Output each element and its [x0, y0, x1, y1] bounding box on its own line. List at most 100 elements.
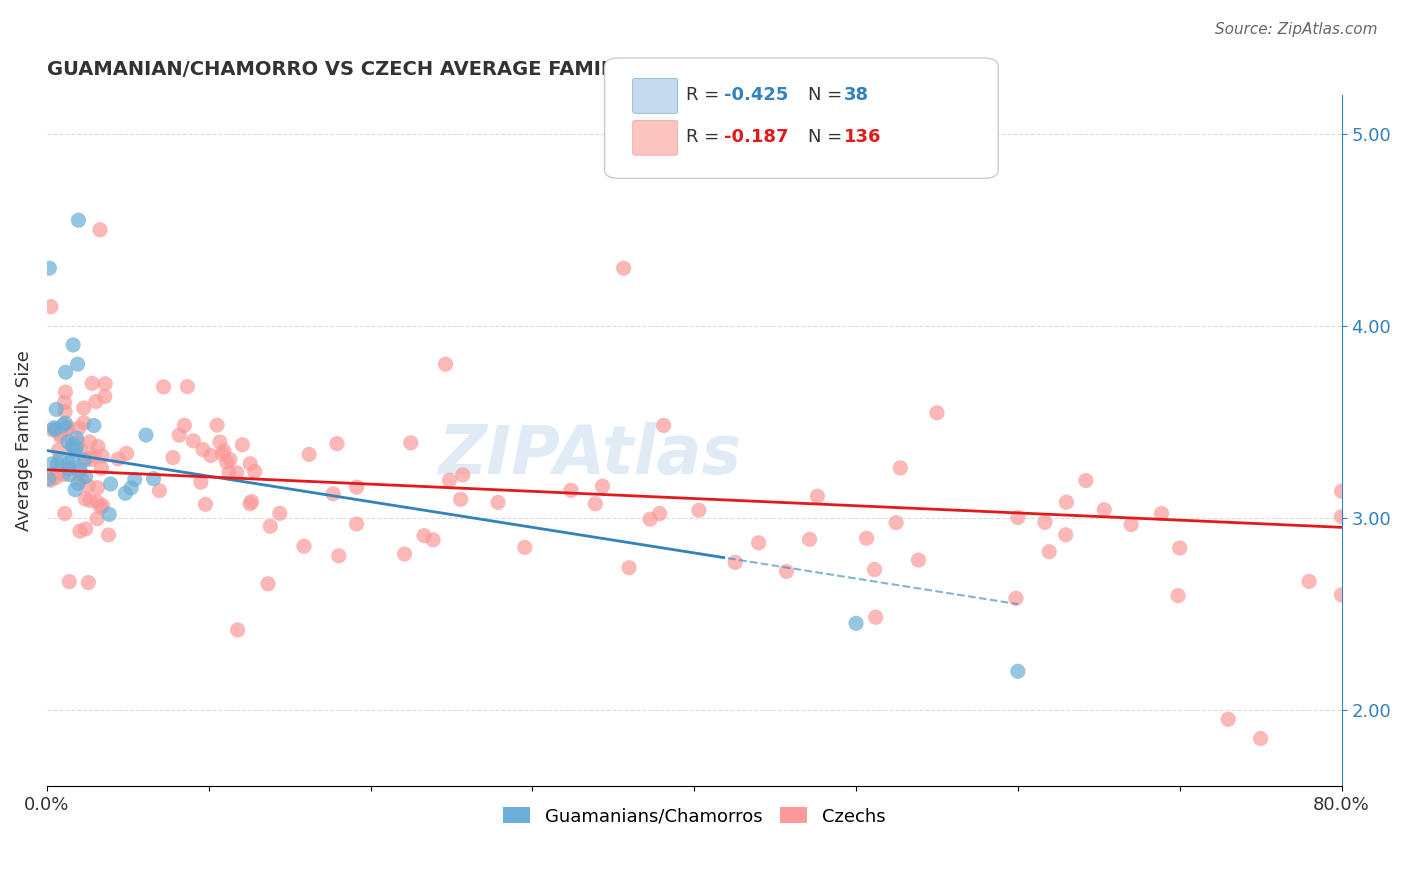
- Czechs: [346, 516, 368, 531]
- Guamanians/Chamorros: [69, 463, 91, 477]
- Czechs: [77, 575, 100, 590]
- Czechs: [48, 464, 70, 478]
- Czechs: [69, 442, 91, 457]
- Czechs: [148, 483, 170, 498]
- Guamanians/Chamorros: [66, 357, 89, 371]
- Czechs: [513, 541, 536, 555]
- Guamanians/Chamorros: [62, 338, 84, 352]
- Czechs: [58, 574, 80, 589]
- Czechs: [75, 451, 97, 466]
- Czechs: [86, 481, 108, 495]
- Czechs: [328, 549, 350, 563]
- Czechs: [73, 416, 96, 430]
- Czechs: [1150, 507, 1173, 521]
- Czechs: [889, 461, 911, 475]
- Guamanians/Chamorros: [53, 416, 76, 430]
- Y-axis label: Average Family Size: Average Family Size: [15, 351, 32, 532]
- Czechs: [86, 512, 108, 526]
- Czechs: [55, 385, 77, 400]
- Czechs: [208, 434, 231, 449]
- Czechs: [55, 421, 77, 435]
- Guamanians/Chamorros: [114, 486, 136, 500]
- Czechs: [451, 467, 474, 482]
- Guamanians/Chamorros: [100, 477, 122, 491]
- Guamanians/Chamorros: [42, 421, 65, 435]
- Czechs: [77, 479, 100, 493]
- Czechs: [1250, 731, 1272, 746]
- Guamanians/Chamorros: [142, 472, 165, 486]
- Czechs: [884, 516, 907, 530]
- Czechs: [775, 565, 797, 579]
- Guamanians/Chamorros: [120, 481, 142, 495]
- Czechs: [69, 466, 91, 480]
- Czechs: [48, 443, 70, 458]
- Text: GUAMANIAN/CHAMORRO VS CZECH AVERAGE FAMILY SIZE CORRELATION CHART: GUAMANIAN/CHAMORRO VS CZECH AVERAGE FAMI…: [46, 60, 920, 78]
- Guamanians/Chamorros: [67, 476, 90, 491]
- Czechs: [865, 610, 887, 624]
- Czechs: [231, 438, 253, 452]
- Guamanians/Chamorros: [52, 418, 75, 433]
- Czechs: [212, 444, 235, 458]
- Czechs: [183, 434, 205, 448]
- Text: N =: N =: [808, 87, 848, 104]
- Czechs: [80, 452, 103, 467]
- Czechs: [84, 394, 107, 409]
- Czechs: [1005, 591, 1028, 606]
- Czechs: [66, 435, 89, 450]
- Czechs: [107, 451, 129, 466]
- Czechs: [83, 449, 105, 463]
- Guamanians/Chamorros: [46, 458, 69, 472]
- Czechs: [413, 529, 436, 543]
- Czechs: [1298, 574, 1320, 589]
- Czechs: [52, 467, 75, 482]
- Czechs: [346, 480, 368, 494]
- Guamanians/Chamorros: [41, 457, 63, 471]
- Czechs: [86, 495, 108, 509]
- Czechs: [70, 471, 93, 485]
- Legend: Guamanians/Chamorros, Czechs: Guamanians/Chamorros, Czechs: [496, 800, 893, 833]
- Czechs: [191, 442, 214, 457]
- Czechs: [91, 499, 114, 513]
- Czechs: [53, 404, 76, 418]
- Czechs: [1167, 589, 1189, 603]
- Czechs: [1121, 517, 1143, 532]
- Czechs: [592, 479, 614, 493]
- Czechs: [1007, 510, 1029, 524]
- Czechs: [652, 418, 675, 433]
- Czechs: [194, 497, 217, 511]
- Czechs: [257, 576, 280, 591]
- Czechs: [53, 507, 76, 521]
- Czechs: [225, 466, 247, 480]
- Czechs: [91, 449, 114, 463]
- Czechs: [211, 447, 233, 461]
- Czechs: [863, 562, 886, 576]
- Czechs: [1330, 588, 1353, 602]
- Guamanians/Chamorros: [45, 402, 67, 417]
- Czechs: [190, 475, 212, 490]
- Czechs: [259, 519, 281, 533]
- Czechs: [434, 357, 457, 371]
- Czechs: [1218, 712, 1240, 726]
- Czechs: [422, 533, 444, 547]
- Czechs: [1054, 495, 1077, 509]
- Czechs: [724, 555, 747, 569]
- Czechs: [162, 450, 184, 465]
- Guamanians/Chamorros: [49, 451, 72, 466]
- Czechs: [748, 536, 770, 550]
- Czechs: [58, 462, 80, 476]
- Guamanians/Chamorros: [63, 483, 86, 497]
- Guamanians/Chamorros: [83, 418, 105, 433]
- Czechs: [1092, 502, 1115, 516]
- Czechs: [200, 449, 222, 463]
- Text: -0.425: -0.425: [724, 87, 789, 104]
- Czechs: [239, 457, 262, 471]
- Guamanians/Chamorros: [65, 431, 87, 445]
- Czechs: [39, 300, 62, 314]
- Czechs: [322, 487, 344, 501]
- Czechs: [167, 428, 190, 442]
- Guamanians/Chamorros: [1007, 665, 1029, 679]
- Czechs: [239, 497, 262, 511]
- Text: 38: 38: [844, 87, 869, 104]
- Guamanians/Chamorros: [38, 472, 60, 486]
- Text: R =: R =: [686, 128, 725, 146]
